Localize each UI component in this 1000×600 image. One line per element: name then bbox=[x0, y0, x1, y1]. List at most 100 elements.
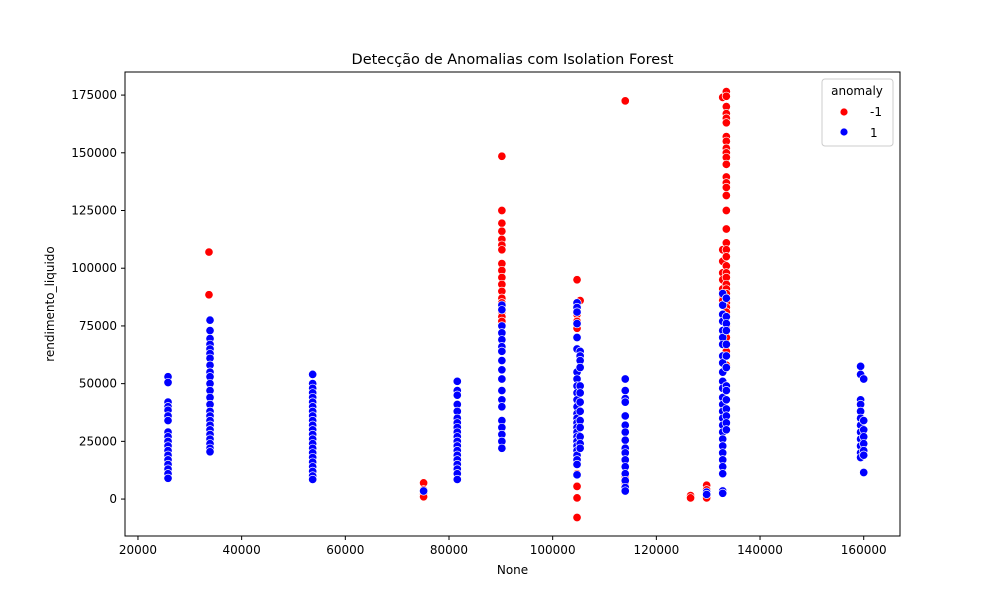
point-normal-135 bbox=[575, 406, 585, 416]
point-normal-131 bbox=[575, 362, 585, 373]
y-tick-label-3: 75000 bbox=[79, 319, 117, 333]
x-tick-label-5: 120000 bbox=[633, 543, 679, 557]
point-anomaly-58 bbox=[721, 118, 731, 128]
point-normal-102 bbox=[497, 443, 507, 453]
legend-label-anomaly: -1 bbox=[870, 105, 882, 119]
point-normal-84 bbox=[452, 474, 462, 484]
point-normal-86 bbox=[497, 305, 507, 315]
legend-marker-normal bbox=[839, 127, 849, 137]
y-tick-label-5: 125000 bbox=[71, 204, 117, 218]
point-normal-185 bbox=[721, 293, 731, 303]
point-anomaly-31 bbox=[572, 493, 582, 503]
legend-box bbox=[821, 78, 894, 147]
point-anomaly-24 bbox=[572, 275, 582, 285]
point-normal-6 bbox=[163, 416, 173, 426]
point-anomaly-30 bbox=[572, 481, 582, 491]
plot-frame bbox=[124, 71, 901, 537]
point-normal-17 bbox=[163, 473, 173, 483]
point-normal-65 bbox=[419, 486, 429, 496]
point-anomaly-33 bbox=[620, 96, 630, 106]
x-tick-label-4: 100000 bbox=[530, 543, 576, 557]
point-normal-64 bbox=[308, 474, 318, 484]
legend: anomaly -1 1 bbox=[821, 78, 894, 147]
point-normal-68 bbox=[452, 390, 462, 400]
y-tick-label-2: 50000 bbox=[79, 377, 117, 391]
legend-title: anomaly bbox=[831, 84, 883, 98]
point-anomaly-0 bbox=[204, 247, 214, 257]
point-anomaly-70 bbox=[721, 224, 731, 234]
point-normal-184 bbox=[718, 488, 728, 498]
point-normal-19 bbox=[205, 325, 215, 336]
point-normal-148 bbox=[620, 435, 630, 445]
point-normal-188 bbox=[721, 325, 731, 336]
point-normal-107 bbox=[572, 332, 582, 343]
point-normal-66 bbox=[452, 376, 462, 386]
point-anomaly-7 bbox=[497, 205, 507, 216]
point-normal-105 bbox=[572, 307, 582, 317]
point-normal-211 bbox=[859, 374, 869, 384]
point-normal-93 bbox=[497, 365, 507, 375]
point-normal-142 bbox=[620, 386, 630, 396]
point-anomaly-9 bbox=[497, 226, 507, 236]
point-normal-97 bbox=[497, 402, 507, 412]
point-normal-106 bbox=[572, 319, 582, 329]
point-anomaly-32 bbox=[572, 512, 582, 523]
x-axis-label: None bbox=[497, 563, 528, 577]
point-normal-194 bbox=[721, 395, 731, 405]
point-normal-41 bbox=[205, 447, 215, 457]
y-axis-label: rendimento_liquido bbox=[43, 246, 57, 362]
point-normal-42 bbox=[308, 369, 318, 379]
y-tick-label-4: 100000 bbox=[71, 261, 117, 275]
y-axis: 0 25000 50000 75000 100000 125000 150000 175000 bbox=[71, 88, 125, 506]
point-normal-95 bbox=[497, 386, 507, 396]
x-tick-label-1: 40000 bbox=[223, 543, 261, 557]
point-normal-193 bbox=[721, 386, 731, 396]
point-normal-190 bbox=[721, 351, 731, 361]
legend-label-normal: 1 bbox=[870, 126, 878, 140]
point-normal-92 bbox=[497, 356, 507, 366]
point-anomaly-64 bbox=[721, 159, 731, 169]
point-normal-133 bbox=[575, 388, 585, 398]
chart-title: Detecção de Anomalias com Isolation Fore… bbox=[352, 52, 674, 68]
point-anomaly-38 bbox=[686, 493, 696, 503]
point-anomaly-73 bbox=[721, 252, 731, 262]
point-normal-94 bbox=[497, 374, 507, 384]
point-normal-218 bbox=[859, 467, 869, 478]
point-normal-212 bbox=[859, 416, 869, 426]
point-normal-134 bbox=[575, 397, 585, 407]
point-normal-189 bbox=[721, 339, 731, 349]
x-tick-label-0: 20000 bbox=[119, 543, 157, 557]
point-normal-198 bbox=[721, 425, 731, 435]
point-normal-217 bbox=[859, 450, 869, 460]
point-normal-18 bbox=[205, 315, 215, 325]
y-tick-label-0: 0 bbox=[109, 492, 117, 506]
x-tick-label-2: 60000 bbox=[326, 543, 364, 557]
point-anomaly-67 bbox=[721, 182, 731, 192]
points-layer bbox=[163, 87, 869, 523]
y-tick-label-7: 175000 bbox=[71, 88, 117, 102]
point-normal-126 bbox=[572, 459, 582, 469]
point-normal-137 bbox=[575, 422, 585, 433]
point-anomaly-54 bbox=[721, 91, 731, 101]
point-normal-191 bbox=[721, 362, 731, 373]
point-normal-144 bbox=[620, 397, 630, 407]
point-anomaly-6 bbox=[497, 151, 507, 161]
point-normal-156 bbox=[620, 486, 630, 496]
x-tick-label-6: 140000 bbox=[737, 543, 783, 557]
point-normal-147 bbox=[620, 427, 630, 437]
point-anomaly-69 bbox=[721, 205, 731, 216]
point-anomaly-1 bbox=[204, 290, 214, 300]
y-tick-label-6: 150000 bbox=[71, 146, 117, 160]
point-normal-141 bbox=[620, 374, 630, 384]
point-anomaly-8 bbox=[497, 218, 507, 228]
point-normal-91 bbox=[497, 346, 507, 356]
x-axis: 20000 40000 60000 80000 100000 120000 140000 16… bbox=[119, 536, 887, 557]
point-normal-182 bbox=[718, 469, 728, 479]
point-normal-145 bbox=[620, 411, 630, 421]
legend-marker-anomaly bbox=[839, 107, 849, 117]
x-tick-label-7: 160000 bbox=[841, 543, 887, 557]
point-normal-1 bbox=[163, 377, 173, 388]
y-tick-label-1: 25000 bbox=[79, 434, 117, 448]
point-anomaly-12 bbox=[497, 245, 507, 255]
